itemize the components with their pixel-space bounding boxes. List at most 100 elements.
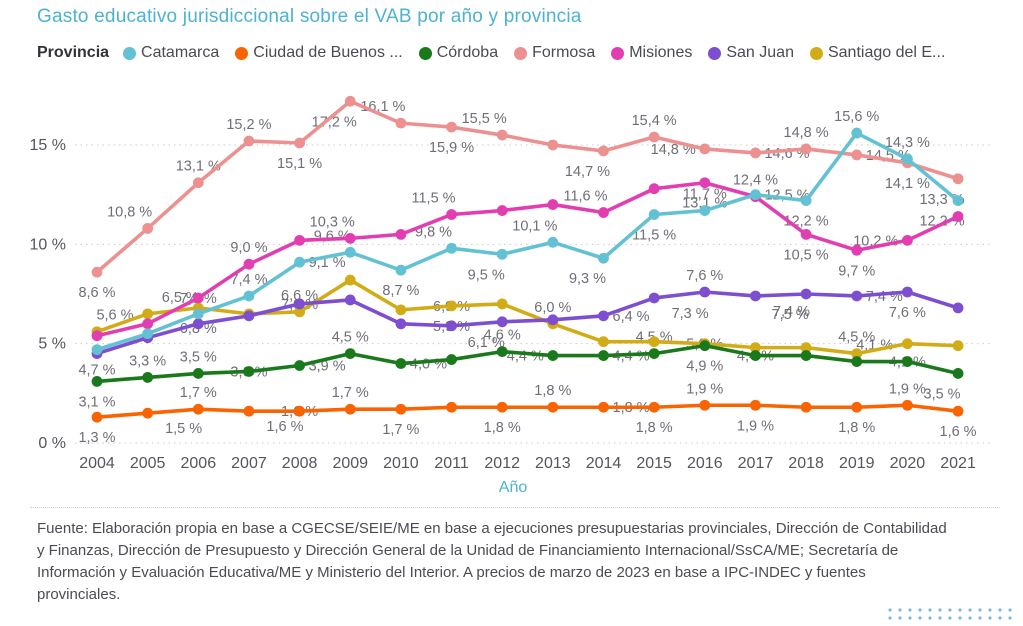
data-point[interactable] <box>344 274 356 286</box>
legend-item-ciudad-de-buenos-aires[interactable]: Ciudad de Buenos ... <box>235 44 403 62</box>
data-point[interactable] <box>91 411 103 423</box>
data-point[interactable] <box>952 173 964 185</box>
data-point[interactable] <box>192 308 204 320</box>
data-point[interactable] <box>395 228 407 240</box>
data-point[interactable] <box>192 177 204 189</box>
data-point[interactable] <box>294 298 305 310</box>
data-point[interactable] <box>446 401 457 413</box>
data-point[interactable] <box>496 248 508 260</box>
data-point[interactable] <box>750 290 761 302</box>
data-point[interactable] <box>800 401 812 413</box>
data-point[interactable] <box>496 401 508 413</box>
data-point[interactable] <box>192 403 204 415</box>
data-point[interactable] <box>598 310 609 322</box>
data-point[interactable] <box>902 153 913 165</box>
data-point[interactable] <box>142 328 154 340</box>
data-point[interactable] <box>446 320 457 332</box>
data-point[interactable] <box>142 318 154 330</box>
data-point[interactable] <box>496 298 508 310</box>
data-point[interactable] <box>294 360 305 371</box>
data-point[interactable] <box>294 137 305 149</box>
data-point[interactable] <box>547 139 559 151</box>
legend-item-c-rdoba[interactable]: Córdoba <box>418 44 498 62</box>
data-point[interactable] <box>648 183 660 195</box>
data-point[interactable] <box>294 405 305 417</box>
data-point[interactable] <box>800 288 812 300</box>
data-point[interactable] <box>446 242 457 254</box>
data-point[interactable] <box>648 209 660 220</box>
data-point[interactable] <box>395 358 407 369</box>
data-point[interactable] <box>648 401 660 413</box>
data-point[interactable] <box>547 401 559 413</box>
data-point[interactable] <box>395 304 407 316</box>
data-point[interactable] <box>496 205 508 216</box>
data-point[interactable] <box>243 366 255 377</box>
data-point[interactable] <box>395 403 407 415</box>
data-point[interactable] <box>243 135 255 147</box>
data-point[interactable] <box>395 318 407 330</box>
data-point[interactable] <box>598 145 609 157</box>
data-point[interactable] <box>750 189 761 201</box>
data-point[interactable] <box>648 292 660 304</box>
data-point[interactable] <box>598 350 609 361</box>
data-point[interactable] <box>547 199 559 210</box>
data-point[interactable] <box>851 356 863 367</box>
data-point[interactable] <box>446 354 457 365</box>
data-point[interactable] <box>91 330 103 342</box>
data-point[interactable] <box>142 372 154 383</box>
data-point[interactable] <box>344 95 356 107</box>
data-point[interactable] <box>851 149 863 161</box>
data-point[interactable] <box>902 234 913 246</box>
data-point[interactable] <box>902 338 913 350</box>
data-point[interactable] <box>496 346 508 358</box>
data-point[interactable] <box>648 336 660 348</box>
data-point[interactable] <box>699 340 711 352</box>
data-point[interactable] <box>294 234 305 246</box>
data-point[interactable] <box>192 368 204 379</box>
data-point[interactable] <box>496 129 508 141</box>
data-point[interactable] <box>699 205 711 216</box>
data-point[interactable] <box>344 232 356 244</box>
data-point[interactable] <box>800 350 812 361</box>
data-point[interactable] <box>243 258 255 270</box>
data-point[interactable] <box>598 401 609 413</box>
data-point[interactable] <box>91 376 103 387</box>
data-point[interactable] <box>598 207 609 218</box>
data-point[interactable] <box>192 318 204 330</box>
data-point[interactable] <box>952 302 964 314</box>
data-point[interactable] <box>851 401 863 413</box>
data-point[interactable] <box>598 336 609 348</box>
data-point[interactable] <box>496 316 508 328</box>
data-point[interactable] <box>547 314 559 326</box>
data-point[interactable] <box>395 117 407 129</box>
data-point[interactable] <box>851 290 863 302</box>
data-point[interactable] <box>952 405 964 417</box>
data-point[interactable] <box>952 340 964 352</box>
data-point[interactable] <box>699 143 711 155</box>
data-point[interactable] <box>598 252 609 264</box>
legend-item-misiones[interactable]: Misiones <box>611 44 692 62</box>
data-point[interactable] <box>952 211 964 222</box>
data-point[interactable] <box>750 350 761 361</box>
data-point[interactable] <box>800 143 812 155</box>
data-point[interactable] <box>902 399 913 411</box>
data-point[interactable] <box>952 368 964 379</box>
legend-item-santiago-del-estero[interactable]: Santiago del E... <box>809 44 945 62</box>
data-point[interactable] <box>142 308 154 320</box>
data-point[interactable] <box>851 348 863 359</box>
data-point[interactable] <box>294 256 305 268</box>
data-point[interactable] <box>446 300 457 312</box>
data-point[interactable] <box>395 264 407 276</box>
data-point[interactable] <box>344 294 356 306</box>
data-point[interactable] <box>699 177 711 189</box>
data-point[interactable] <box>902 356 913 367</box>
data-point[interactable] <box>243 405 255 417</box>
data-point[interactable] <box>446 121 457 133</box>
data-point[interactable] <box>91 344 103 356</box>
data-point[interactable] <box>699 399 711 411</box>
data-point[interactable] <box>91 266 103 278</box>
data-point[interactable] <box>952 195 964 207</box>
legend-item-formosa[interactable]: Formosa <box>514 44 595 62</box>
data-point[interactable] <box>648 348 660 359</box>
data-point[interactable] <box>446 209 457 220</box>
